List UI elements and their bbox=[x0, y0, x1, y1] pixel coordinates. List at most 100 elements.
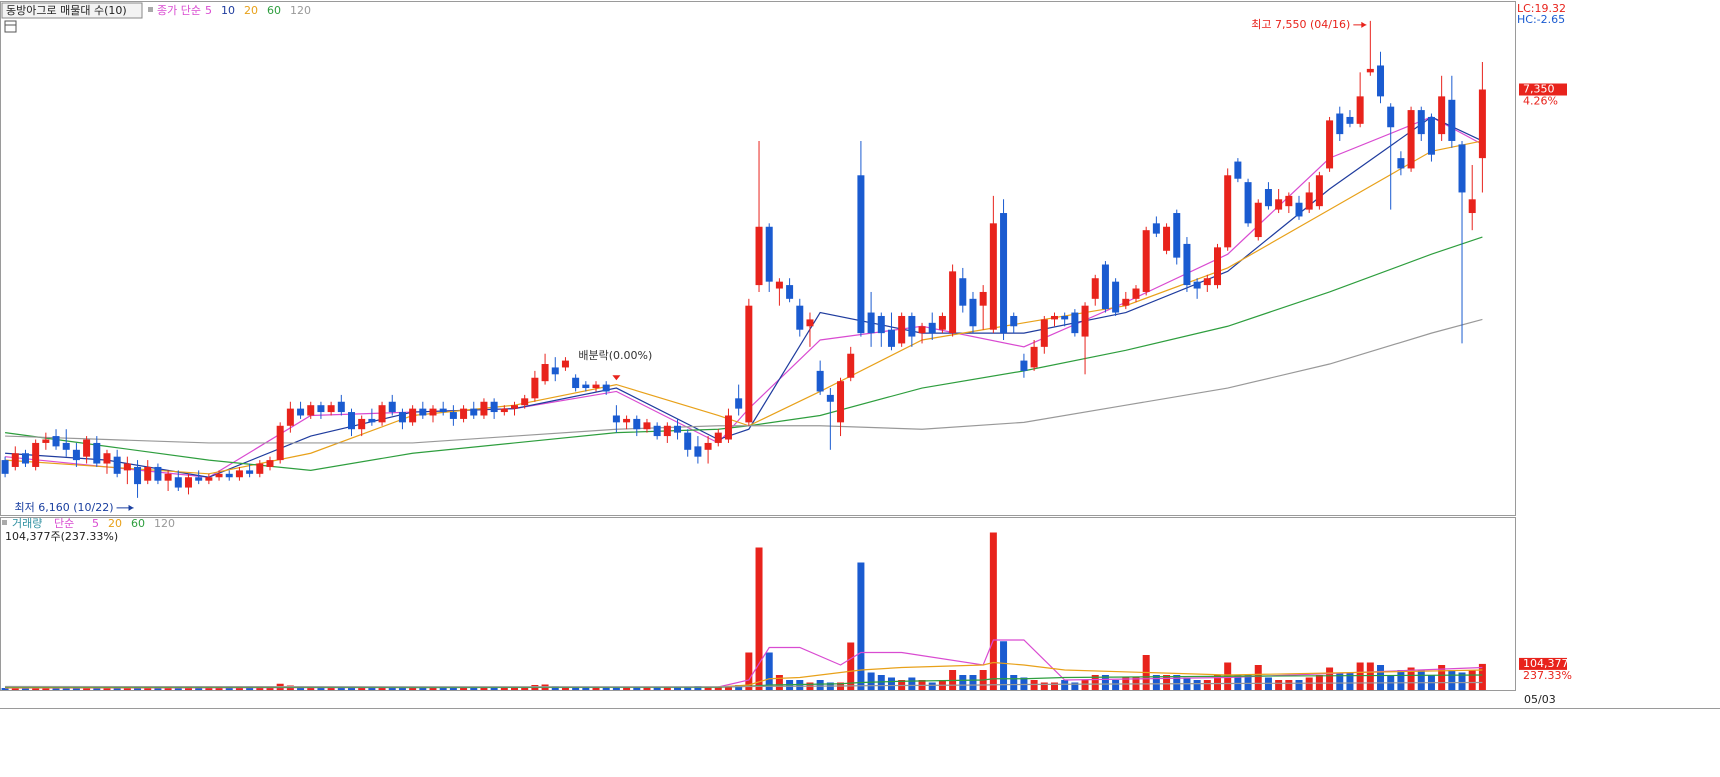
volume-bar bbox=[1336, 672, 1344, 690]
volume-bar bbox=[52, 688, 60, 690]
volume-bar bbox=[653, 687, 661, 690]
candle-body bbox=[164, 473, 172, 481]
volume-bar bbox=[83, 687, 91, 690]
candle-body bbox=[62, 442, 70, 450]
candle-body bbox=[602, 384, 610, 392]
volume-bar bbox=[398, 687, 406, 690]
chart-title: 동방아그로 매물대 수(10) bbox=[6, 4, 127, 17]
volume-bar bbox=[327, 687, 335, 690]
volume-bar bbox=[419, 687, 427, 690]
volume-bar bbox=[704, 686, 712, 690]
candle-body bbox=[72, 449, 80, 461]
volume-bar bbox=[1010, 675, 1018, 690]
volume-bar bbox=[246, 687, 254, 690]
candle-body bbox=[1091, 278, 1099, 299]
settings-icon[interactable] bbox=[4, 20, 17, 33]
candle-body bbox=[154, 466, 162, 481]
candle-body bbox=[633, 418, 641, 430]
volume-bar bbox=[1091, 675, 1099, 690]
candles bbox=[1, 20, 1486, 498]
volume-bar bbox=[337, 687, 345, 690]
volume-bar bbox=[674, 687, 682, 690]
volume-bar bbox=[21, 688, 29, 690]
candle-body bbox=[877, 315, 885, 334]
volume-bar bbox=[1458, 672, 1466, 690]
volume-bar bbox=[11, 687, 19, 690]
volume-bar bbox=[633, 687, 641, 690]
candle-body bbox=[1438, 96, 1446, 135]
volume-bar bbox=[1193, 680, 1201, 690]
candle-body bbox=[1, 460, 9, 474]
arrow-head bbox=[1361, 21, 1367, 28]
volume-bar bbox=[164, 688, 172, 690]
price-change: 4.26% bbox=[1523, 95, 1558, 108]
volume-legend-method: 단순 bbox=[54, 517, 74, 530]
candle-body bbox=[1173, 213, 1181, 258]
volume-summary: 104,377주(237.33%) bbox=[5, 530, 118, 543]
candle-body bbox=[286, 408, 294, 426]
ma-line bbox=[5, 681, 1483, 688]
volume-bar bbox=[480, 687, 488, 690]
candle-body bbox=[1081, 305, 1089, 337]
candle-body bbox=[184, 477, 192, 488]
candle-body bbox=[490, 401, 498, 413]
legend-item: 120 bbox=[154, 517, 175, 530]
volume-bar bbox=[989, 532, 997, 690]
volume-bar bbox=[602, 687, 610, 690]
candle-body bbox=[378, 405, 386, 423]
candle-body bbox=[1377, 65, 1385, 97]
title-box[interactable] bbox=[1, 2, 143, 19]
candle-body bbox=[1050, 315, 1058, 320]
candle-body bbox=[470, 408, 478, 416]
volume-bar bbox=[388, 687, 396, 690]
volume-panel bbox=[0, 517, 1516, 691]
volume-bar bbox=[765, 652, 773, 690]
volume-bar bbox=[745, 652, 753, 690]
volume-bar bbox=[714, 687, 722, 690]
candle-body bbox=[1163, 226, 1171, 251]
candle-body bbox=[867, 312, 875, 334]
candle-body bbox=[256, 463, 264, 474]
volume-bar bbox=[684, 686, 692, 690]
candle-body bbox=[246, 470, 254, 474]
candle-body bbox=[388, 401, 396, 413]
legend-item: 5 bbox=[92, 517, 99, 530]
volume-bar bbox=[1173, 675, 1181, 690]
candle-body bbox=[215, 473, 223, 478]
candle-body bbox=[195, 477, 203, 481]
candle-body bbox=[337, 401, 345, 413]
candle-body bbox=[735, 398, 743, 409]
candle-body bbox=[1203, 278, 1211, 286]
candle-body bbox=[551, 367, 559, 375]
volume-legend-name: 거래량 bbox=[12, 517, 42, 530]
volume-bar bbox=[32, 687, 40, 690]
candle-body bbox=[765, 226, 773, 282]
candle-body bbox=[1132, 288, 1140, 299]
volume-bar bbox=[1275, 680, 1283, 690]
candle-body bbox=[1275, 199, 1283, 210]
candle-body bbox=[938, 315, 946, 330]
volume-change: 237.33% bbox=[1523, 669, 1572, 682]
candle-body bbox=[1448, 99, 1456, 141]
candle-body bbox=[786, 285, 794, 299]
candle-body bbox=[11, 453, 19, 467]
candle-body bbox=[409, 408, 417, 423]
legend-square bbox=[2, 520, 7, 525]
candle-body bbox=[123, 463, 131, 471]
volume-bar bbox=[429, 687, 437, 690]
candle-body bbox=[480, 401, 488, 416]
volume-bar bbox=[215, 687, 223, 690]
candle-body bbox=[653, 425, 661, 437]
volume-bar bbox=[123, 687, 131, 690]
volume-bar bbox=[1152, 675, 1160, 690]
volume-bar bbox=[1071, 682, 1079, 690]
candle-body bbox=[704, 442, 712, 450]
volume-bar bbox=[1112, 680, 1120, 690]
candle-body bbox=[643, 422, 651, 430]
volume-bar bbox=[663, 687, 671, 690]
candle-body bbox=[32, 442, 40, 467]
volume-bar bbox=[908, 677, 916, 690]
candle-body bbox=[1244, 182, 1252, 224]
